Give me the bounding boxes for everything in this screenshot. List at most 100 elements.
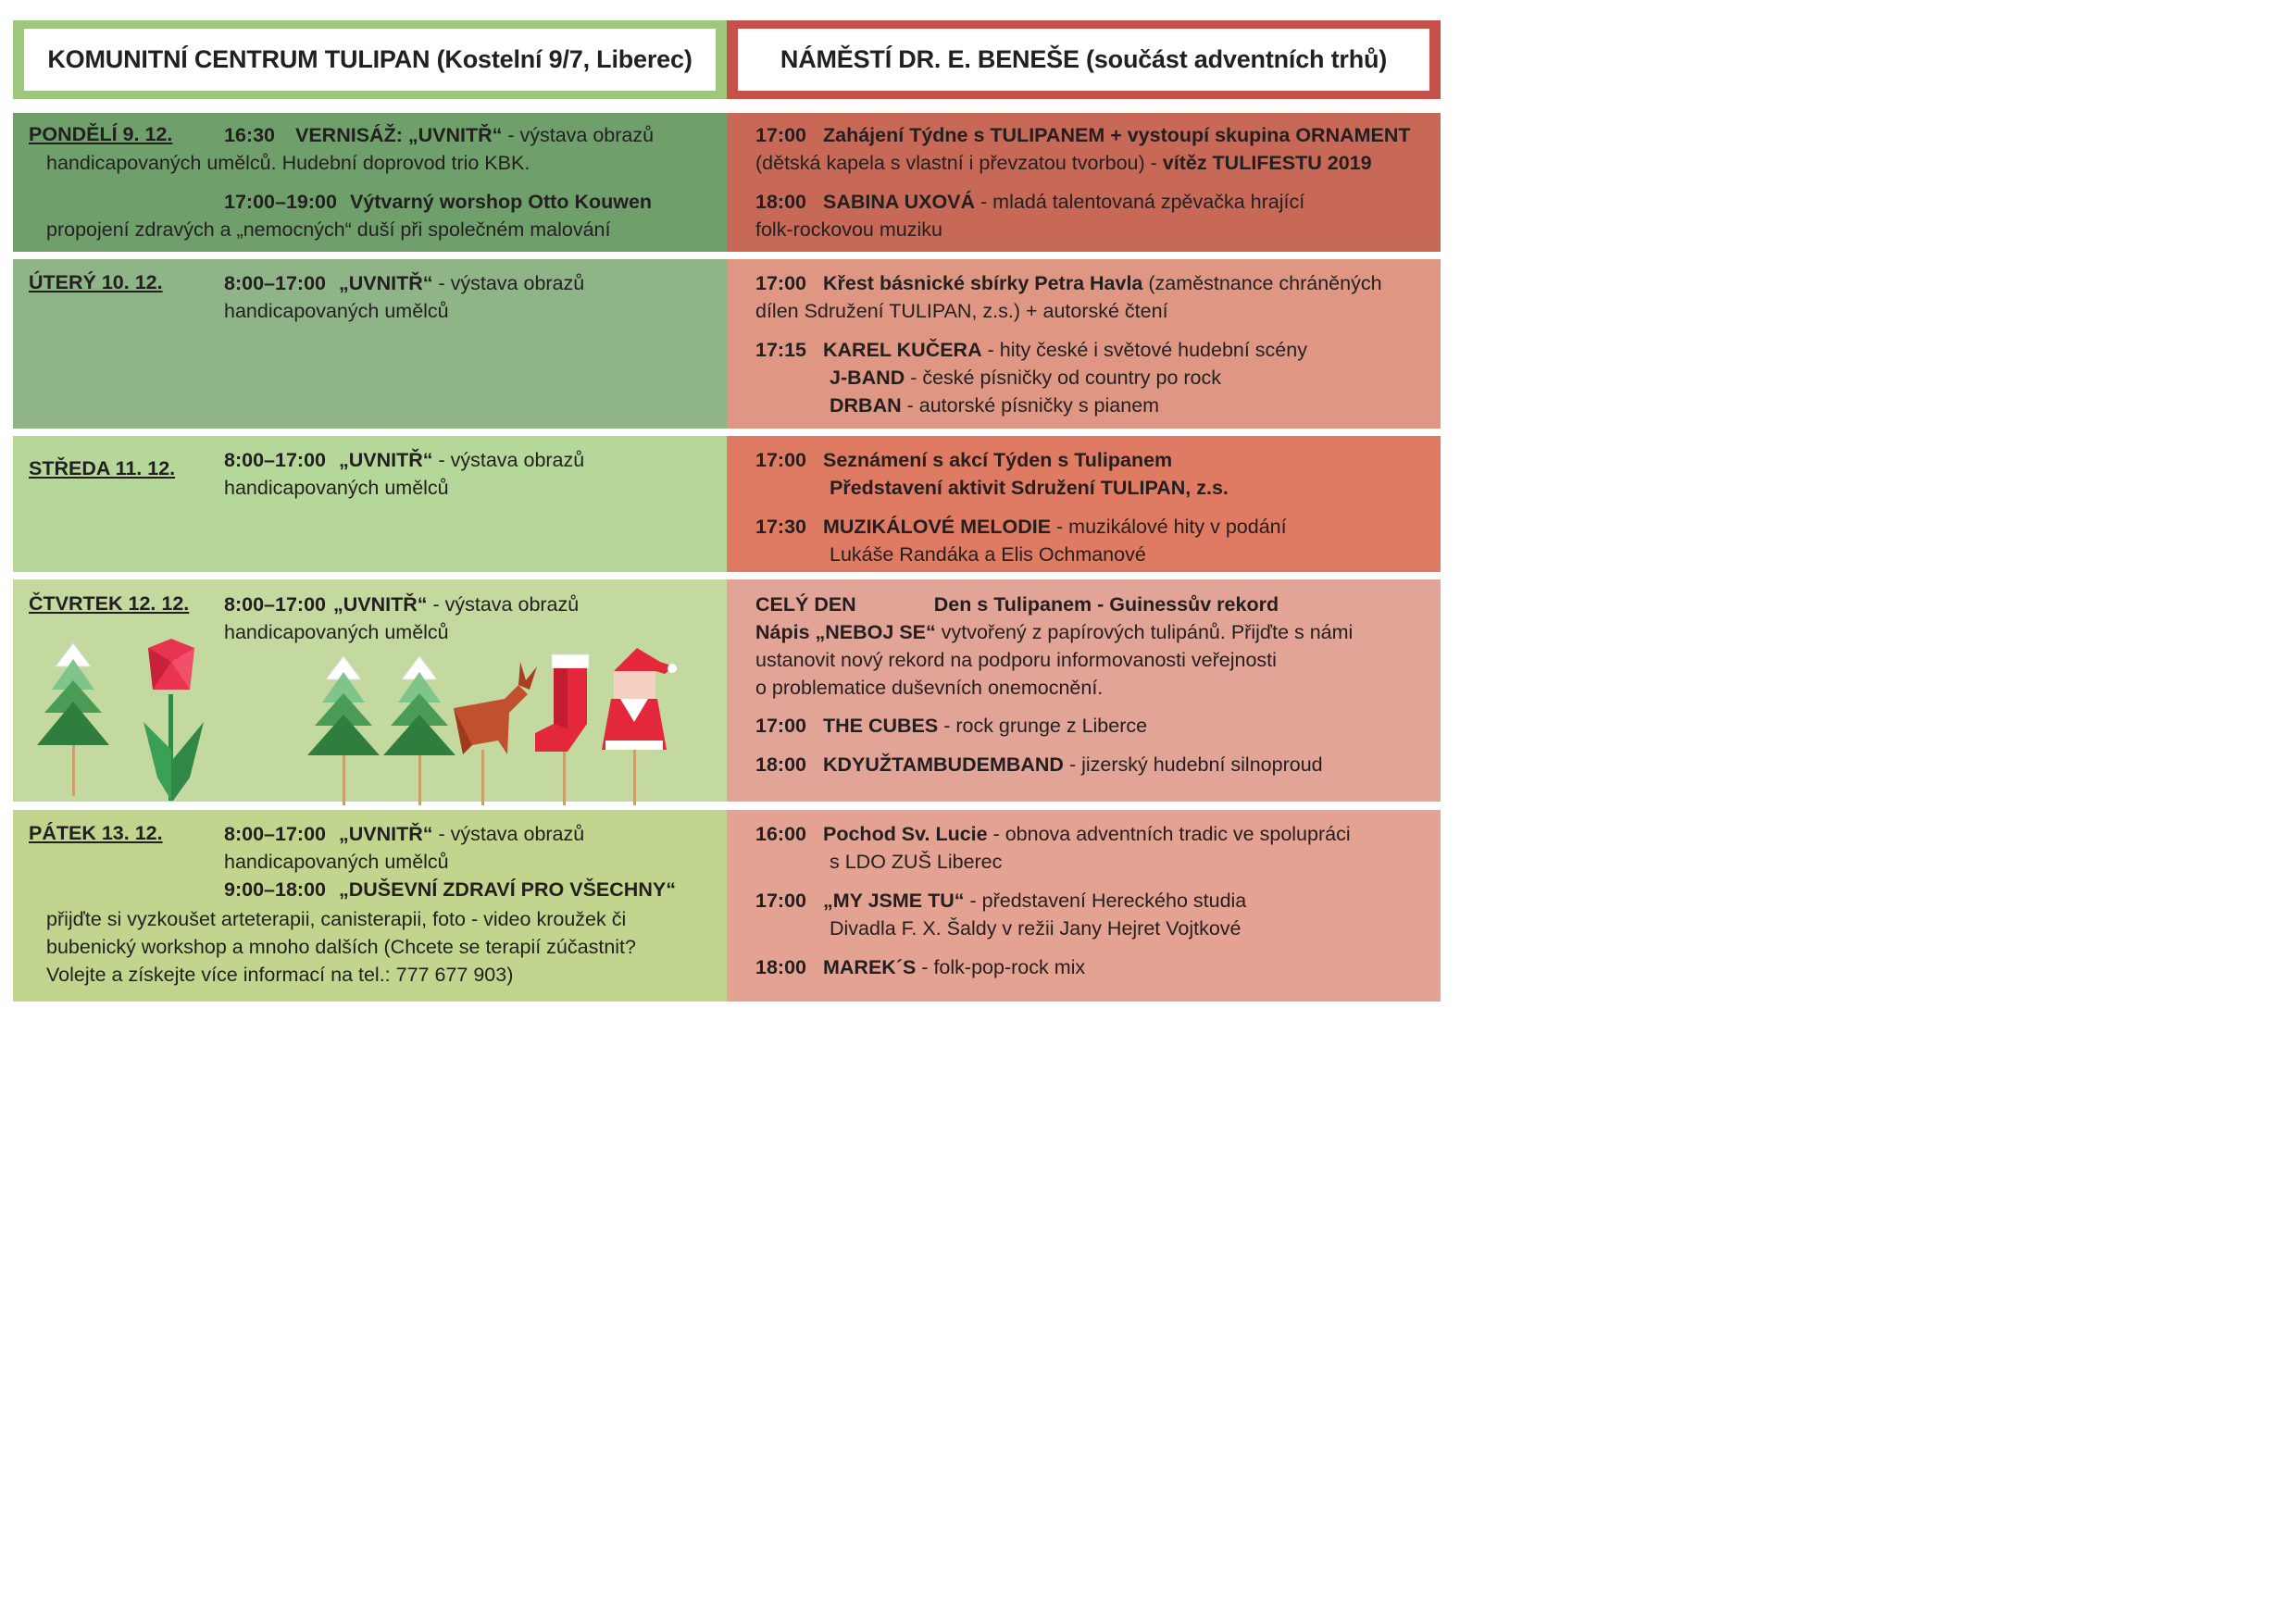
row-friday-right	[727, 810, 1441, 1002]
time: 18:00	[755, 191, 806, 213]
tue-right-event-3: J-BAND - české písničky od country po ro…	[830, 364, 1221, 392]
mon-right-event-1: 17:00 Zahájení Týdne s TULIPANEM + vystou…	[755, 121, 1411, 149]
mon-right-event-2: 18:00 SABINA UXOVÁ - mladá talentovaná zp…	[755, 188, 1304, 216]
row-friday-left	[13, 810, 727, 1002]
event-desc: - obnova adventních tradic ve spolupráci	[987, 823, 1351, 845]
time: 18:00	[755, 956, 806, 978]
origami-stocking-icon	[535, 653, 590, 805]
mon-left-event-2: 17:00–19:00 Výtvarný worshop Otto Kouwen	[224, 188, 652, 216]
time: 8:00–17:00	[224, 593, 326, 616]
thu-right-event-1: CELÝ DEN Den s Tulipanem - Guinessův reko…	[755, 591, 1279, 618]
header-left-title: KOMUNITNÍ CENTRUM TULIPAN (Kostelní 9/7,…	[24, 29, 716, 91]
thu-right-event-1-line2: Nápis „NEBOJ SE“ vytvořený z papírových …	[755, 618, 1353, 646]
event-title: VERNISÁŽ: „UVNITŘ“	[295, 124, 503, 146]
origami-santa-icon	[602, 648, 677, 805]
event-desc: - výstava obrazů	[502, 124, 655, 146]
event-desc: - výstava obrazů	[427, 593, 580, 616]
origami-tree-icon	[307, 655, 380, 805]
time: 17:00–19:00	[224, 191, 337, 213]
fri-left-event-2-line3: bubenický workshop a mnoho dalších (Chce…	[46, 936, 636, 958]
fri-left-event-1: 8:00–17:00 „UVNITŘ“ - výstava obrazů	[224, 820, 584, 848]
wed-right-event-1-line2: Představení aktivit Sdružení TULIPAN, z.…	[830, 474, 1229, 502]
fri-left-event-1-line2: handicapovaných umělců	[224, 851, 449, 873]
event-desc: - výstava obrazů	[432, 823, 585, 845]
event-desc: - rock grunge z Liberce	[938, 715, 1148, 737]
event-title: „UVNITŘ“	[338, 823, 433, 845]
day-thursday: ČTVRTEK 12. 12.	[29, 592, 190, 615]
fri-right-event-2-line2: Divadla F. X. Šaldy v režii Jany Hejret …	[830, 917, 1242, 940]
time: 8:00–17:00	[224, 823, 326, 845]
tue-right-event-2: 17:15 KAREL KUČERA - hity české i světové…	[755, 336, 1307, 364]
tue-right-event-4: DRBAN - autorské písničky s pianem	[830, 392, 1159, 419]
header-right: NÁMĚSTÍ DR. E. BENEŠE (součást adventníc…	[727, 20, 1441, 99]
row-monday-right	[727, 113, 1441, 252]
event-title: Představení aktivit Sdružení TULIPAN, z.…	[830, 477, 1229, 499]
thu-right-event-3: 18:00 KDYUŽTAMBUDEMBAND - jizerský hudebn…	[755, 751, 1323, 778]
event-desc: - autorské písničky s pianem	[901, 394, 1160, 417]
day-friday: PÁTEK 13. 12.	[29, 822, 163, 844]
header-right-title: NÁMĚSTÍ DR. E. BENEŠE (součást adventníc…	[738, 29, 1429, 91]
event-title: DRBAN	[830, 394, 902, 417]
tue-left-event-1-line2: handicapovaných umělců	[224, 300, 449, 322]
tue-left-event-1: 8:00–17:00 „UVNITŘ“ - výstava obrazů	[224, 269, 584, 297]
fri-right-event-2: 17:00 „MY JSME TU“ - představení Hereckéh…	[755, 887, 1246, 915]
time: 17:00	[755, 890, 806, 912]
fri-left-event-2: 9:00–18:00 „DUŠEVNÍ ZDRAVÍ PRO VŠECHNY“	[224, 876, 676, 903]
mon-left-event-2-line2: propojení zdravých a „nemocných“ duší př…	[46, 218, 611, 241]
event-title: „MY JSME TU“	[823, 890, 965, 912]
event-highlight: vítěz TULIFESTU 2019	[1162, 152, 1372, 174]
time: 18:00	[755, 753, 806, 776]
event-desc: - mladá talentovaná zpěvačka hrající	[975, 191, 1305, 213]
event-desc: - výstava obrazů	[432, 449, 585, 471]
time: 17:00	[755, 449, 806, 471]
thu-right-event-1-line3: ustanovit nový rekord na podporu informo…	[755, 649, 1277, 671]
fri-right-event-3: 18:00 MAREK´S - folk-pop-rock mix	[755, 953, 1085, 981]
day-tuesday: ÚTERÝ 10. 12.	[29, 271, 163, 293]
event-title: Zahájení Týdne s TULIPANEM + vystoupí sk…	[823, 124, 1411, 146]
time: 17:00	[755, 124, 806, 146]
event-highlight: Nápis „NEBOJ SE“	[755, 621, 936, 643]
event-desc: - muzikálové hity v podání	[1051, 516, 1287, 538]
row-tuesday-left	[13, 259, 727, 429]
event-title: MUZIKÁLOVÉ MELODIE	[823, 516, 1052, 538]
event-desc: - hity české i světové hudební scény	[981, 339, 1307, 361]
event-title: SABINA UXOVÁ	[823, 191, 976, 213]
event-title: Křest básnické sbírky Petra Havla	[823, 272, 1143, 294]
mon-left-event-1-line2: handicapovaných umělců. Hudební doprovod…	[46, 152, 530, 174]
origami-illustration	[37, 639, 677, 805]
mon-right-event-1-line2: (dětská kapela s vlastní i převzatou tvo…	[755, 149, 1372, 177]
origami-deer-icon	[454, 662, 537, 805]
thu-right-event-1-line4: o problematice duševních onemocnění.	[755, 677, 1104, 699]
fri-right-event-1-line2: s LDO ZUŠ Liberec	[830, 851, 1003, 873]
event-title: „UVNITŘ“	[332, 593, 428, 616]
event-desc: - představení Hereckého studia	[964, 890, 1247, 912]
event-desc: - výstava obrazů	[432, 272, 585, 294]
header-left: KOMUNITNÍ CENTRUM TULIPAN (Kostelní 9/7,…	[13, 20, 727, 99]
time: 17:15	[755, 339, 806, 361]
time: 8:00–17:00	[224, 449, 326, 471]
event-title: MAREK´S	[823, 956, 917, 978]
mon-left-event-1: 16:30 VERNISÁŽ: „UVNITŘ“ - výstava obrazů	[224, 121, 654, 149]
time: 17:00	[755, 272, 806, 294]
event-title: THE CUBES	[823, 715, 939, 737]
event-title: KDYUŽTAMBUDEMBAND	[823, 753, 1064, 776]
time: 8:00–17:00	[224, 272, 326, 294]
event-desc: (zaměstnance chráněných	[1142, 272, 1382, 294]
row-thursday-left	[13, 579, 727, 802]
tue-right-event-1: 17:00 Křest básnické sbírky Petra Havla (…	[755, 269, 1382, 297]
event-title: KAREL KUČERA	[823, 339, 982, 361]
wed-right-event-1: 17:00 Seznámení s akcí Týden s Tulipanem	[755, 446, 1172, 474]
row-tuesday-right	[727, 259, 1441, 429]
thu-right-event-2: 17:00 THE CUBES - rock grunge z Liberce	[755, 712, 1147, 740]
wed-right-event-2: 17:30 MUZIKÁLOVÉ MELODIE - muzikálové hit…	[755, 513, 1287, 541]
event-title: Pochod Sv. Lucie	[823, 823, 988, 845]
day-wednesday: STŘEDA 11. 12.	[29, 457, 176, 479]
event-title: Den s Tulipanem - Guinessův rekord	[933, 593, 1279, 616]
fri-left-event-2-line4: Volejte a získejte více informací na tel…	[46, 964, 514, 986]
fri-left-event-2-line2: přijďte si vyzkoušet arteterapii, canist…	[46, 908, 627, 930]
event-title: Výtvarný worshop Otto Kouwen	[349, 191, 653, 213]
event-desc: vytvořený z papírových tulipánů. Přijďte…	[935, 621, 1354, 643]
row-wednesday-left	[13, 436, 727, 572]
origami-tree-icon	[383, 655, 455, 805]
thu-left-event-1-line2: handicapovaných umělců	[224, 621, 449, 643]
